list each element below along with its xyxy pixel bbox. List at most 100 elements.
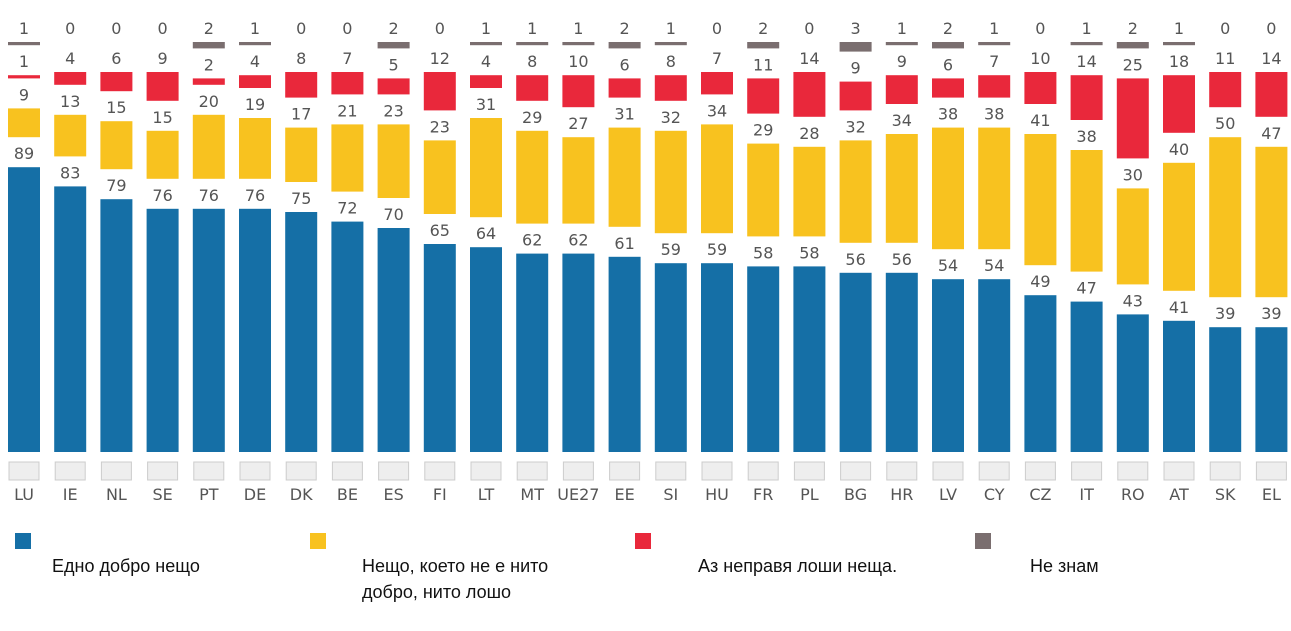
flag-icon: [8, 461, 40, 481]
bar-segment: [932, 42, 964, 49]
bar-segment: [978, 279, 1011, 452]
x-tick-label: BG: [844, 485, 867, 504]
flag-icon: [378, 461, 410, 481]
bar-segment: [839, 272, 872, 452]
value-label: 29: [522, 108, 542, 127]
bar-segment: [747, 266, 780, 452]
flag-icon: [701, 461, 733, 481]
x-tick-label: LT: [478, 485, 495, 504]
bar-segment: [100, 72, 133, 92]
value-label: 28: [799, 124, 819, 143]
value-label: 83: [60, 163, 80, 182]
bar-segment: [470, 118, 502, 218]
bar-segment: [608, 42, 641, 49]
flag-icon: [609, 461, 641, 481]
value-label: 2: [943, 19, 953, 38]
value-label: 54: [984, 256, 1004, 275]
bar-segment: [1209, 137, 1242, 298]
value-label: 61: [614, 234, 634, 253]
value-label: 75: [291, 189, 311, 208]
flag-icon: [1024, 461, 1056, 481]
value-label: 58: [799, 243, 819, 262]
flag-icon: [747, 461, 779, 481]
flag-icon: [793, 461, 825, 481]
x-tick-label: RO: [1121, 485, 1145, 504]
bar-segment: [423, 244, 456, 452]
bar-segment: [423, 72, 456, 111]
value-label: 11: [1215, 49, 1235, 68]
bar-segment: [8, 167, 40, 452]
bar-segment: [377, 124, 410, 198]
bar-segment: [839, 42, 872, 52]
value-label: 40: [1169, 140, 1189, 159]
bar-segment: [701, 124, 733, 234]
value-label: 56: [845, 250, 865, 269]
bar-segment: [54, 114, 87, 157]
value-label: 5: [389, 55, 399, 74]
bar-segment: [1024, 134, 1057, 266]
value-label: 12: [430, 49, 450, 68]
bar-segment: [331, 72, 364, 95]
value-label: 31: [476, 95, 496, 114]
bar-segment: [885, 134, 918, 243]
x-tick-label: ES: [383, 485, 403, 504]
bar-segment: [747, 42, 780, 49]
x-tick-label: LU: [14, 485, 34, 504]
value-label: 70: [383, 205, 403, 224]
value-label: 2: [204, 55, 214, 74]
flag-icon: [331, 461, 363, 481]
bar-segment: [1116, 188, 1149, 285]
value-label: 2: [204, 19, 214, 38]
value-label: 29: [753, 121, 773, 140]
bar-segment: [192, 208, 225, 452]
bar-segment: [1116, 42, 1149, 49]
bar-segment: [839, 81, 872, 111]
value-label: 20: [199, 92, 219, 111]
bar-segment: [146, 208, 179, 452]
bar-segment: [192, 78, 225, 85]
bar-segment: [1116, 78, 1149, 159]
x-tick-label: PL: [800, 485, 819, 504]
value-label: 1: [897, 19, 907, 38]
value-label: 4: [481, 52, 491, 71]
flag-icon: [1117, 461, 1149, 481]
bar-segment: [285, 72, 318, 98]
bar-segment: [1163, 42, 1195, 46]
bar-segment: [1163, 162, 1195, 291]
value-label: 9: [158, 49, 168, 68]
value-label: 1: [1082, 19, 1092, 38]
bar-segment: [793, 72, 826, 117]
value-label: 15: [106, 98, 126, 117]
flag-icon: [978, 461, 1010, 481]
bar-segment: [377, 42, 410, 49]
value-label: 62: [522, 231, 542, 250]
value-label: 4: [65, 49, 75, 68]
x-tick-label: CY: [984, 485, 1005, 504]
legend-swatch: [975, 533, 991, 549]
flag-icon: [147, 461, 179, 481]
value-label: 7: [342, 49, 352, 68]
value-label: 30: [1123, 165, 1143, 184]
bar-segment: [146, 130, 179, 179]
x-tick-label: IE: [63, 485, 78, 504]
value-label: 49: [1030, 272, 1050, 291]
x-tick-label: DE: [244, 485, 266, 504]
bar-segment: [285, 212, 318, 452]
x-tick-label: FI: [433, 485, 447, 504]
bar-segment: [377, 228, 410, 452]
value-label: 0: [111, 19, 121, 38]
bar-segment: [885, 75, 918, 104]
bar-segment: [1255, 146, 1288, 298]
value-label: 34: [707, 101, 727, 120]
value-label: 34: [892, 111, 912, 130]
value-label: 10: [568, 52, 588, 71]
flag-icon: [1255, 461, 1287, 481]
x-tick-label: PT: [199, 485, 219, 504]
flag-icon: [424, 461, 456, 481]
value-label: 0: [1220, 19, 1230, 38]
flag-icon: [1163, 461, 1195, 481]
value-label: 27: [568, 114, 588, 133]
bar-segment: [470, 75, 502, 88]
bar-segment: [239, 118, 271, 179]
bar-segment: [562, 75, 595, 108]
